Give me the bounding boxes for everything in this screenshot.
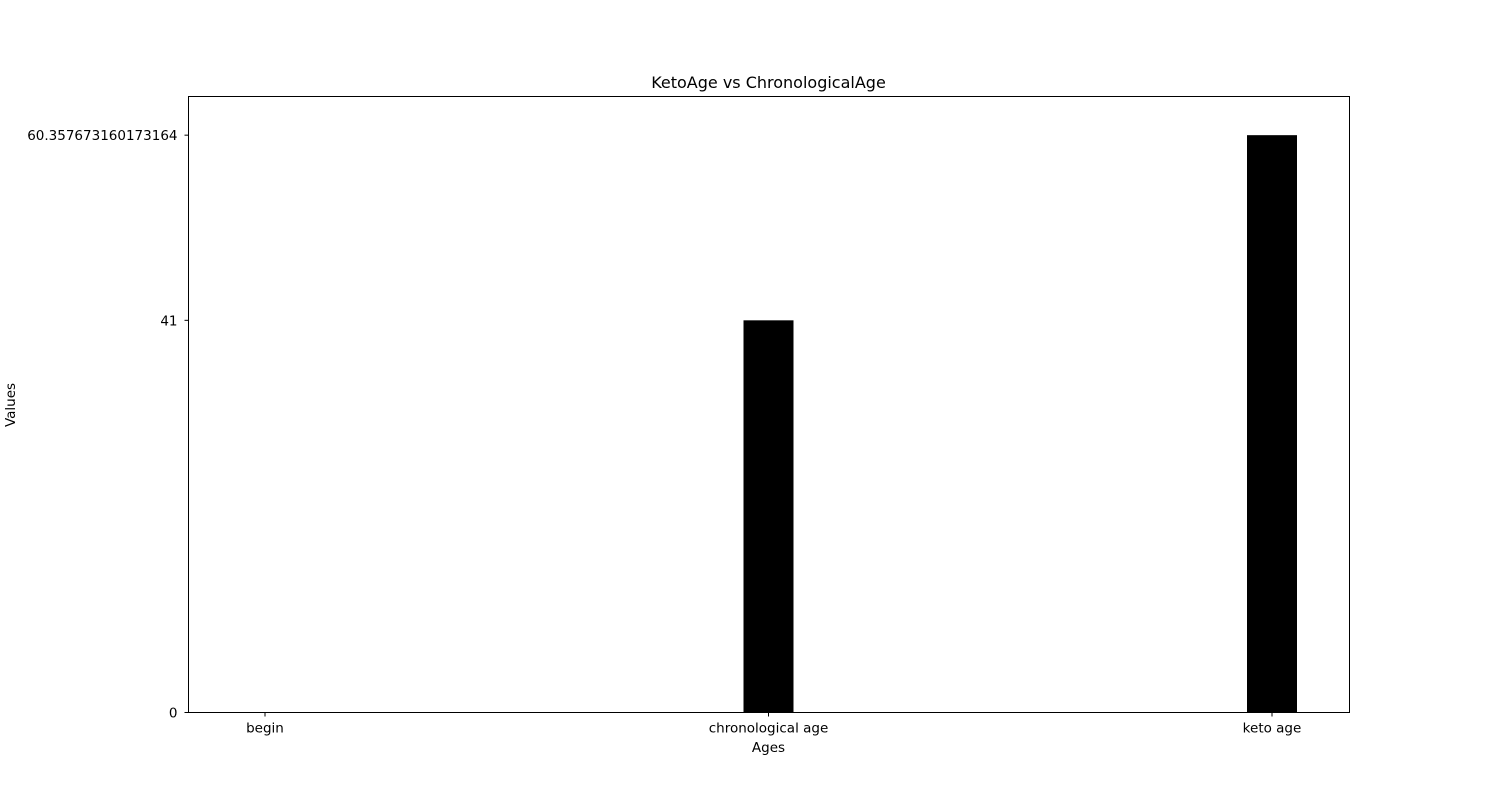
y-tick-label: 41 [160, 313, 177, 329]
y-axis-ticks: 0 41 60.357673160173164 [27, 128, 189, 722]
x-tick-label: begin [246, 721, 284, 737]
x-tick-label: keto age [1243, 721, 1302, 737]
bar-keto-age [1247, 135, 1297, 713]
y-tick-label: 0 [169, 706, 178, 722]
x-axis-label: Ages [752, 740, 785, 756]
x-tick-label: chronological age [709, 721, 829, 737]
y-axis-label: Values [3, 383, 19, 427]
chart-title: KetoAge vs ChronologicalAge [651, 73, 886, 92]
bar-chronological-age [743, 320, 794, 713]
plot-area-frame [188, 96, 1350, 713]
x-axis-ticks: begin chronological age keto age [246, 712, 1302, 737]
bars-layer [743, 135, 1297, 713]
y-tick-label: 60.357673160173164 [27, 128, 177, 144]
